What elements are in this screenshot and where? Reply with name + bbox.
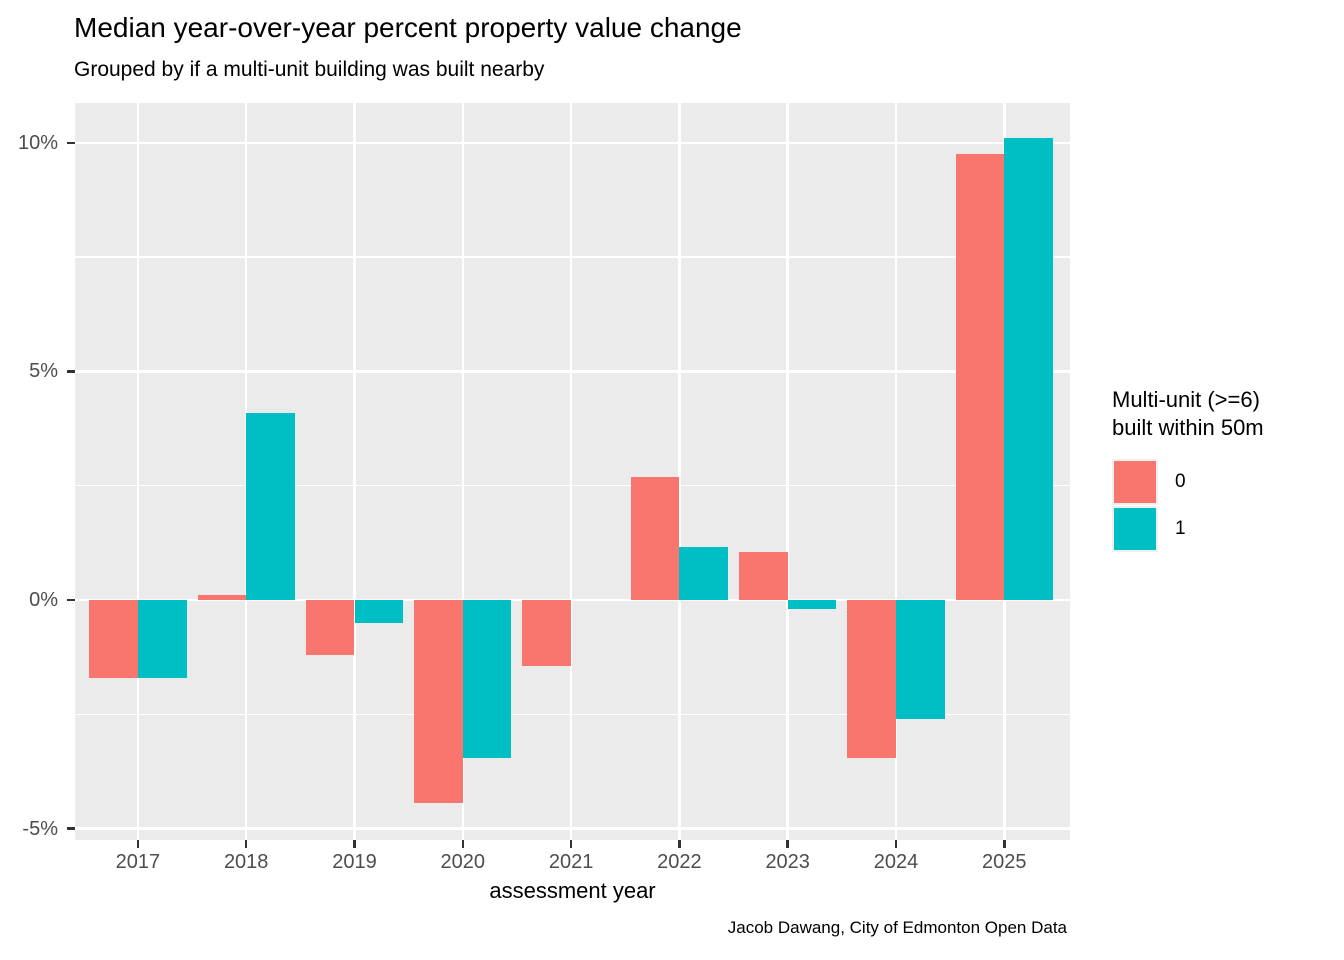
gridline-vertical — [786, 103, 789, 840]
gridline-major — [75, 598, 1070, 602]
gridline-major — [75, 141, 1070, 145]
bar-2017-group0 — [89, 599, 138, 678]
bar-2020-group0 — [414, 599, 463, 804]
y-tick-mark — [67, 141, 75, 145]
x-tick-mark — [136, 840, 140, 848]
x-tick-label: 2021 — [548, 851, 594, 873]
page-title: Median year-over-year percent property v… — [74, 12, 742, 43]
legend-item-label: 0 — [1175, 470, 1186, 492]
x-tick-label: 2022 — [657, 851, 702, 873]
x-tick-label: 2019 — [332, 851, 377, 873]
x-tick-mark — [786, 840, 789, 848]
bar-2018-group0 — [197, 595, 247, 600]
bar-2019-group1 — [354, 599, 404, 623]
caption: Jacob Dawang, City of Edmonton Open Data — [727, 918, 1067, 937]
gridline-minor — [75, 485, 1070, 487]
bar-2018-group1 — [246, 412, 295, 600]
y-tick-label: -5% — [22, 817, 58, 840]
chart-panel — [75, 103, 1070, 840]
bar-2022-group0 — [630, 476, 680, 600]
y-tick-mark — [67, 370, 75, 373]
bar-2021-group0 — [522, 599, 572, 667]
legend-key — [1112, 505, 1158, 552]
x-tick-label: 2018 — [223, 851, 269, 873]
x-tick-label: 2023 — [765, 851, 810, 873]
bar-2022-group1 — [679, 547, 729, 600]
y-tick-label: 5% — [29, 360, 58, 383]
legend-item: 0 — [1112, 458, 1342, 505]
x-tick-label: 2017 — [115, 851, 161, 873]
x-tick-mark — [353, 840, 356, 848]
legend-key — [1112, 458, 1158, 505]
bar-2024-group1 — [896, 599, 945, 719]
x-tick-mark — [244, 840, 248, 848]
y-tick-label: 0% — [29, 588, 58, 611]
legend-title-line2: built within 50m — [1112, 415, 1264, 440]
x-tick-label: 2025 — [982, 851, 1027, 873]
y-tick-label: 10% — [17, 131, 58, 154]
x-axis-title: assessment year — [489, 878, 656, 903]
x-tick-mark — [678, 840, 681, 848]
legend-item-label: 1 — [1175, 517, 1186, 539]
gridline-vertical — [894, 103, 898, 840]
gridline-major — [75, 827, 1070, 830]
bar-2025-group1 — [1004, 138, 1053, 600]
bar-2024-group0 — [847, 599, 896, 758]
gridline-major — [75, 370, 1070, 373]
y-tick-mark — [67, 598, 75, 602]
gridline-vertical — [678, 103, 681, 840]
x-tick-label: 2020 — [440, 851, 486, 873]
x-tick-mark — [1003, 840, 1006, 848]
page-subtitle: Grouped by if a multi-unit building was … — [74, 58, 545, 81]
legend-swatch-1 — [1114, 507, 1156, 550]
y-tick-mark — [67, 827, 75, 830]
x-tick-mark — [569, 840, 573, 848]
legend-title: Multi-unit (>=6) built within 50m — [1112, 386, 1342, 442]
bar-2023-group1 — [787, 599, 837, 610]
legend-item: 1 — [1112, 505, 1342, 552]
bar-2017-group1 — [137, 599, 187, 678]
bar-2025-group0 — [955, 154, 1005, 600]
bar-2019-group0 — [305, 599, 355, 655]
bar-2020-group1 — [462, 599, 512, 758]
x-tick-mark — [461, 840, 465, 848]
legend-swatch-0 — [1114, 460, 1156, 503]
gridline-vertical — [569, 103, 573, 840]
gridline-vertical — [136, 103, 140, 840]
gridline-minor — [75, 713, 1070, 715]
x-tick-mark — [894, 840, 898, 848]
x-tick-label: 2024 — [873, 851, 919, 873]
legend-title-line1: Multi-unit (>=6) — [1112, 387, 1260, 412]
gridline-vertical — [461, 103, 465, 840]
gridline-minor — [75, 256, 1070, 258]
gridline-vertical — [353, 103, 356, 840]
bar-2023-group0 — [739, 551, 788, 600]
